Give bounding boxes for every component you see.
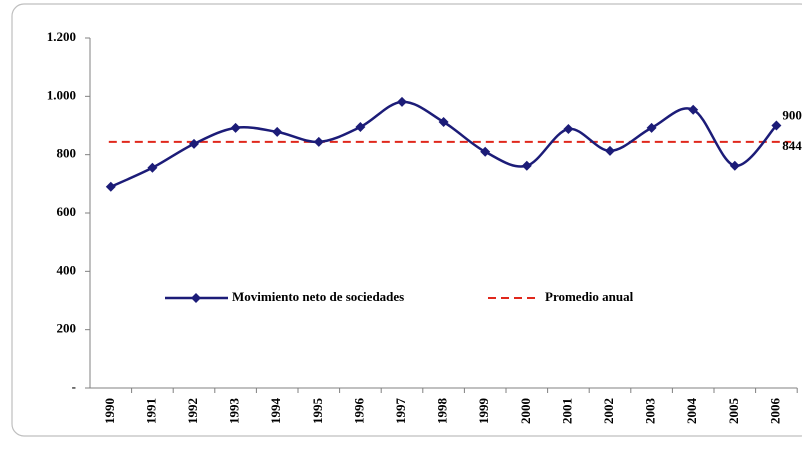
x-tick-label: 2000 [518, 398, 533, 424]
point-marker [605, 145, 615, 156]
x-tick-label: 2005 [726, 398, 741, 425]
x-tick-label: 1992 [185, 398, 200, 424]
point-marker [189, 138, 199, 149]
x-tick-label: 1999 [476, 398, 491, 425]
point-marker [438, 117, 449, 127]
x-tick-label: 1996 [351, 398, 366, 425]
x-tick-label: 1991 [143, 398, 158, 424]
chart-frame [11, 3, 802, 437]
point-marker [230, 122, 241, 133]
point-marker [521, 160, 532, 171]
point-marker [105, 181, 116, 192]
x-tick-label: 2006 [767, 398, 782, 425]
point-marker [563, 124, 574, 134]
legend-label: Promedio anual [545, 289, 634, 304]
y-tick-label: - [72, 379, 76, 394]
point-marker [771, 120, 782, 131]
point-marker [397, 96, 407, 107]
point-marker [646, 122, 657, 133]
point-marker [688, 104, 699, 115]
x-tick-label: 1998 [435, 398, 450, 425]
y-tick-label: 200 [57, 321, 77, 336]
x-tick-label: 2004 [684, 398, 699, 425]
y-tick-label: 600 [57, 204, 77, 219]
legend-label: Movimiento neto de sociedades [232, 289, 404, 304]
point-marker [480, 146, 491, 157]
x-tick-label: 2002 [601, 398, 616, 424]
x-tick-label: 1993 [227, 398, 242, 425]
x-tick-label: 1990 [102, 398, 117, 424]
y-tick-label: 800 [57, 146, 77, 161]
point-marker [355, 121, 366, 132]
x-tick-label: 1994 [268, 398, 283, 425]
point-marker [729, 160, 740, 171]
data-label: 900 [782, 107, 802, 122]
legend-marker [191, 293, 201, 303]
x-tick-label: 1995 [310, 398, 325, 425]
average-label: 844 [782, 138, 802, 153]
y-tick-label: 1.000 [47, 87, 76, 102]
x-tick-label: 1997 [393, 398, 408, 425]
point-marker [272, 126, 283, 137]
x-tick-label: 2003 [643, 398, 658, 425]
point-marker [147, 162, 158, 173]
y-tick-label: 1.200 [47, 29, 76, 44]
point-marker [313, 136, 324, 147]
x-tick-label: 2001 [559, 398, 574, 424]
y-tick-label: 400 [57, 262, 77, 277]
